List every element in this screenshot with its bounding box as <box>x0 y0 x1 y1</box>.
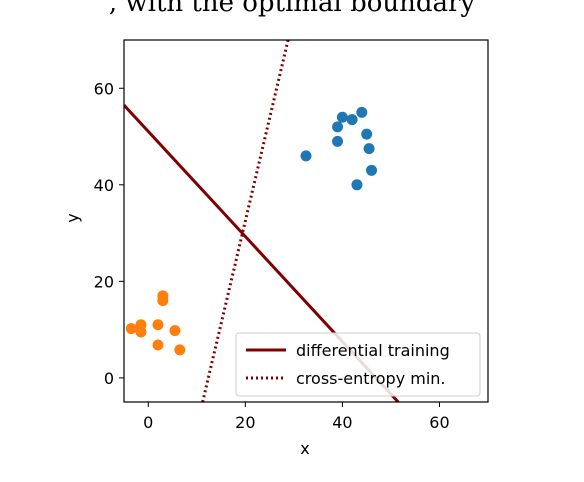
x-tick-label: 40 <box>332 413 352 432</box>
point-series-0-6 <box>361 128 373 140</box>
point-series-1-7 <box>152 339 164 351</box>
plot-frame <box>123 39 489 403</box>
data-points <box>125 106 378 356</box>
cutoff-caption-text: , with the optimal boundary <box>108 0 476 18</box>
point-series-1-5 <box>157 295 169 307</box>
point-series-0-2 <box>332 121 344 133</box>
legend-label-cross-entropy: cross-entropy min. <box>296 369 446 388</box>
legend-box <box>235 332 481 397</box>
point-series-0-7 <box>363 143 375 155</box>
y-tick-label: 60 <box>94 79 114 98</box>
point-series-1-0 <box>125 323 137 335</box>
point-series-0-5 <box>356 106 368 118</box>
x-tick-label: 60 <box>429 413 449 432</box>
point-series-0-0 <box>300 150 312 162</box>
y-tick-label: 0 <box>104 369 114 388</box>
point-series-1-3 <box>152 319 164 331</box>
x-tick-label: 20 <box>235 413 255 432</box>
y-tick-label: 20 <box>94 272 114 291</box>
y-axis-ticks: 0 20 40 60 <box>94 79 124 388</box>
x-axis-label: x <box>300 439 309 458</box>
point-series-0-8 <box>366 164 378 176</box>
point-series-0-4 <box>346 114 358 126</box>
point-series-1-8 <box>174 344 186 356</box>
line-cross-entropy <box>201 40 290 402</box>
point-series-0-1 <box>332 135 344 147</box>
point-series-0-3 <box>336 111 348 123</box>
x-tick-label: 0 <box>143 413 153 432</box>
point-series-1-6 <box>169 325 181 337</box>
point-series-1-2 <box>135 326 147 338</box>
point-series-0-9 <box>351 179 363 191</box>
y-tick-label: 40 <box>94 176 114 195</box>
legend: differential training cross-entropy min. <box>235 332 481 397</box>
y-axis-label: y <box>63 213 82 222</box>
legend-label-differential: differential training <box>296 341 450 360</box>
x-axis-ticks: 0 20 40 60 <box>143 402 450 432</box>
